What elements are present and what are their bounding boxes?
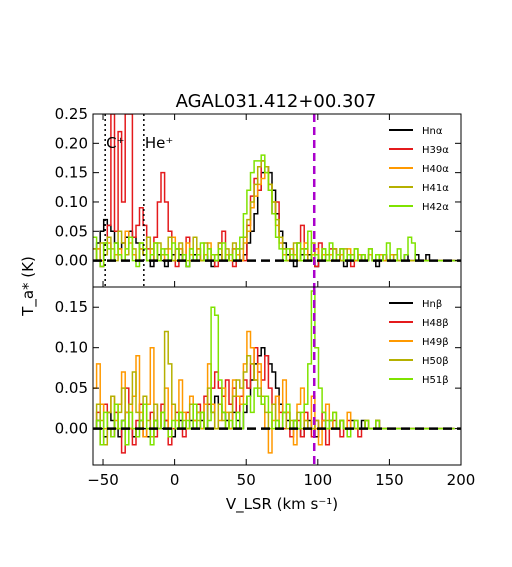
legend-label-alpha-2: H40α [422, 164, 449, 175]
y-tick-label-beta-1: 0.05 [55, 379, 88, 397]
legend-label-beta-1: H48β [422, 318, 449, 329]
x-tick-label-3: 100 [303, 471, 332, 489]
series-line-alpha-3 [93, 160, 455, 262]
y-tick-label-alpha-3: 0.15 [55, 164, 88, 182]
legend-label-beta-2: H49β [422, 337, 449, 348]
y-tick-label-alpha-5: 0.25 [55, 105, 88, 123]
chart-title: AGAL031.412+00.307 [176, 91, 377, 112]
x-tick-label-2: 50 [237, 471, 256, 489]
panel-alpha: C⁺ He⁺ 0.00 0.05 0.10 0.15 0.20 0.25 Hnα H39α H4… [55, 105, 462, 288]
legend-label-alpha-1: H39α [422, 145, 449, 156]
y-tick-label-alpha-4: 0.20 [55, 134, 88, 152]
legend-label-beta-4: H51β [422, 375, 449, 386]
y-axis-label: T_a* (K) [19, 256, 38, 317]
panel-beta: 0.00 0.05 0.10 0.15 Hnβ H48β H49β H50β H51β [55, 286, 462, 466]
legend-label-alpha-0: Hnα [422, 126, 443, 137]
ion-marker-label-0: C⁺ [106, 134, 124, 152]
x-tick-label-1: 0 [170, 471, 180, 489]
legend-label-beta-0: Hnβ [422, 299, 442, 310]
y-tick-label-beta-0: 0.00 [55, 420, 88, 438]
y-tick-label-beta-3: 0.15 [55, 298, 88, 316]
legend-label-alpha-3: H41α [422, 183, 449, 194]
series-line-beta-2 [93, 330, 455, 454]
x-tick-label-4: 150 [375, 471, 404, 489]
x-tick-label-0: −50 [87, 471, 119, 489]
y-tick-label-beta-2: 0.10 [55, 339, 88, 357]
x-axis-label: V_LSR (km s⁻¹) [226, 495, 338, 514]
legend-label-alpha-4: H42α [422, 202, 449, 213]
series-line-beta-4 [93, 290, 455, 446]
y-tick-label-alpha-2: 0.10 [55, 193, 88, 211]
y-tick-label-alpha-1: 0.05 [55, 222, 88, 240]
panel-beta-frame [92, 286, 462, 466]
x-tick-label-5: 200 [447, 471, 476, 489]
y-tick-label-alpha-0: 0.00 [55, 252, 88, 270]
legend-label-beta-3: H50β [422, 356, 449, 367]
series-line-alpha-4 [93, 154, 459, 268]
ion-marker-label-1: He⁺ [145, 134, 173, 152]
